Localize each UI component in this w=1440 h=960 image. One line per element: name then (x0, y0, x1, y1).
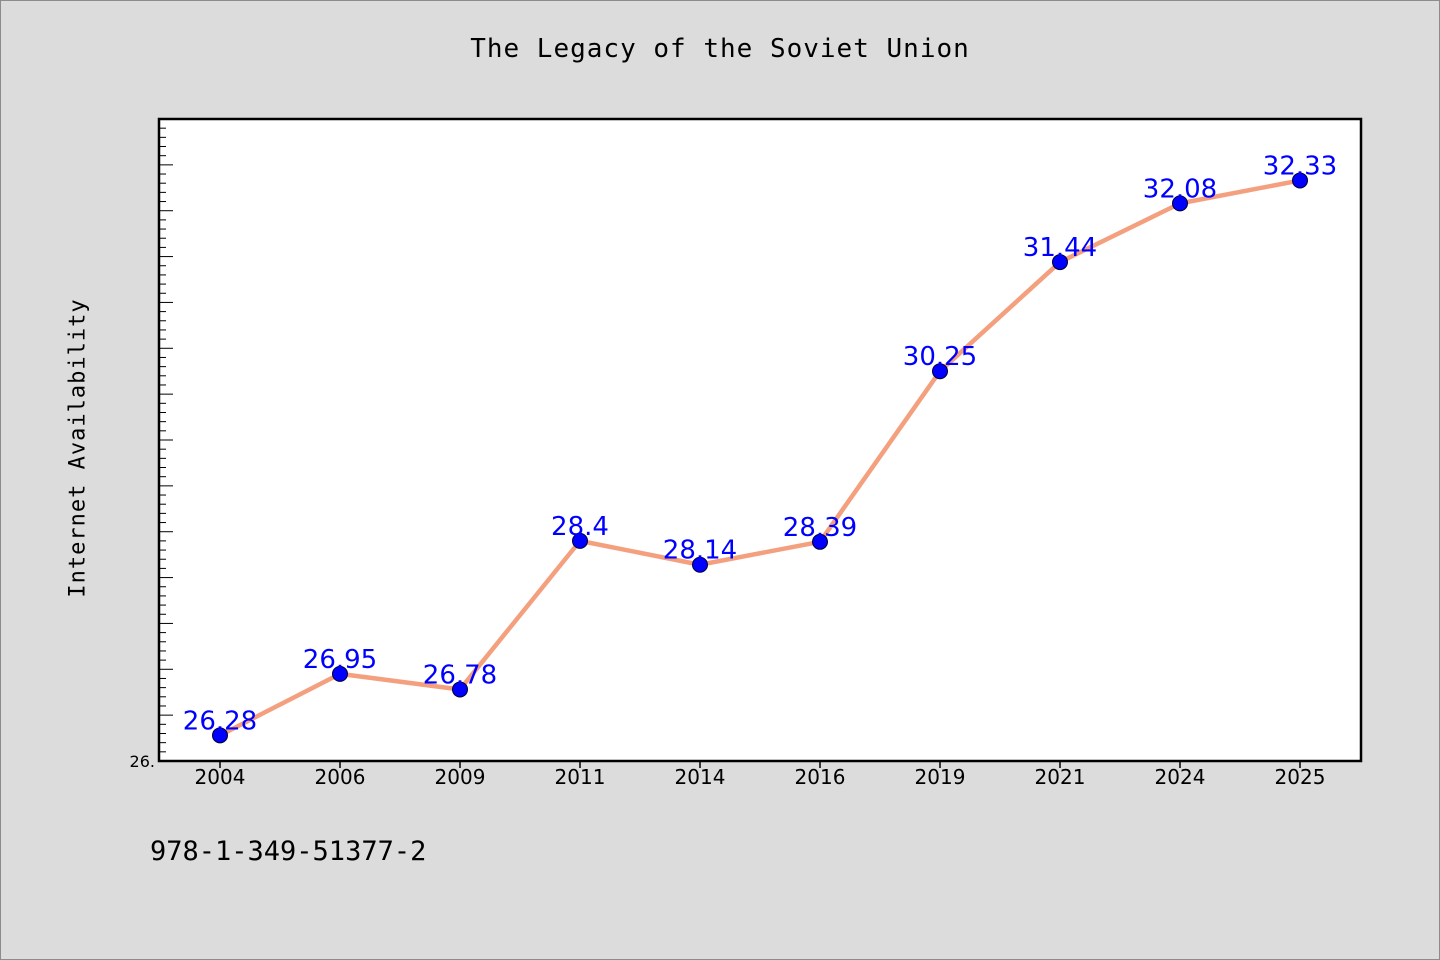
series-layer: 26.28 26.95 26.78 28.4 28.14 28.39 30.25 31.44 3… (183, 151, 1337, 744)
data-point (812, 533, 828, 550)
data-point (452, 681, 468, 698)
x-tick-label: 2011 (555, 765, 606, 789)
data-point (332, 665, 348, 682)
x-tick-label: 2025 (1275, 765, 1326, 789)
x-ticks: 2004 2006 2009 2011 2014 2016 2019 2021 2024 2025 (195, 761, 1326, 789)
data-point (212, 727, 228, 744)
isbn-text: 978-1-349-51377-2 (150, 836, 427, 867)
data-label: 26.95 (303, 645, 377, 675)
x-tick-label: 2014 (675, 765, 726, 789)
data-label: 28.4 (551, 512, 609, 542)
data-label: 32.33 (1263, 151, 1337, 181)
x-tick-label: 2006 (315, 765, 366, 789)
x-tick-label: 2016 (795, 765, 846, 789)
data-point (572, 532, 588, 549)
x-tick-label: 2004 (195, 765, 246, 789)
x-tick-label: 2024 (1155, 765, 1206, 789)
y-tick-label: 26. (130, 752, 155, 771)
data-point (692, 556, 708, 573)
series-line (217, 178, 1303, 738)
x-tick-label: 2019 (915, 765, 966, 789)
data-point (932, 363, 948, 380)
y-ticks: 26. (130, 118, 173, 771)
plot-area (157, 117, 1363, 763)
data-label: 26.78 (423, 660, 497, 690)
x-tick-label: 2009 (435, 765, 486, 789)
data-label: 28.14 (663, 536, 737, 566)
data-point (1052, 254, 1068, 271)
data-label: 31.44 (1023, 233, 1097, 263)
data-point (1292, 172, 1308, 189)
data-label: 32.08 (1143, 174, 1217, 204)
data-label: 26.28 (183, 706, 257, 736)
x-tick-label: 2021 (1035, 765, 1086, 789)
data-label: 30.25 (903, 342, 977, 372)
data-point (1172, 195, 1188, 212)
chart-title: The Legacy of the Soviet Union (470, 34, 970, 64)
data-label: 28.39 (783, 513, 857, 543)
